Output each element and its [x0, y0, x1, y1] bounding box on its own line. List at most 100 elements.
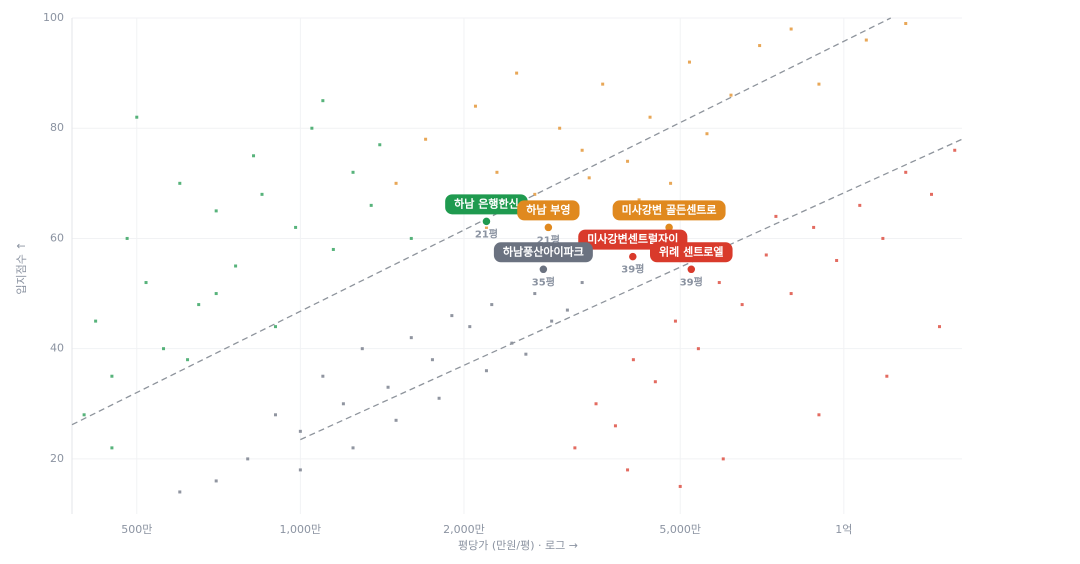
point — [484, 369, 488, 373]
point — [687, 60, 691, 64]
label-pill — [517, 200, 580, 221]
point — [835, 258, 839, 262]
label-pill — [493, 242, 593, 263]
point — [430, 358, 434, 362]
point — [360, 347, 364, 351]
point — [515, 71, 519, 75]
point — [394, 181, 398, 185]
point — [386, 385, 390, 389]
highlight-label: 하남풍산아이파크 — [493, 242, 593, 263]
y-tick-label: 60 — [50, 231, 64, 244]
label-pill — [445, 194, 528, 215]
point — [758, 44, 762, 48]
point — [260, 192, 264, 196]
point — [94, 319, 98, 323]
point — [321, 374, 325, 378]
point — [930, 192, 934, 196]
point — [214, 209, 218, 213]
point — [533, 192, 537, 196]
point — [321, 99, 325, 103]
point — [424, 137, 428, 141]
label-text: 미사강변센트럴자이 — [587, 232, 678, 246]
point — [648, 115, 652, 119]
size-label: 39평 — [680, 275, 703, 288]
point — [331, 247, 335, 251]
point — [252, 154, 256, 158]
highlight-point — [538, 264, 549, 275]
point — [705, 132, 709, 136]
point — [135, 115, 139, 119]
point — [162, 347, 166, 351]
y-tick-label: 20 — [50, 452, 64, 465]
point — [673, 319, 677, 323]
highlight-label: 위례 센트로엘 — [650, 242, 733, 263]
highlight-point — [686, 264, 697, 275]
y-axis-label: 입지점수 ↑ — [15, 241, 28, 294]
point — [409, 336, 413, 340]
point — [637, 198, 641, 202]
point — [580, 281, 584, 285]
point — [631, 358, 635, 362]
point — [904, 170, 908, 174]
point — [490, 303, 494, 307]
point — [789, 27, 793, 31]
point — [594, 402, 598, 406]
point — [721, 457, 725, 461]
point — [214, 292, 218, 296]
x-tick-label: 1,000만 — [280, 523, 322, 536]
x-tick-label: 5,000만 — [659, 523, 701, 536]
x-tick-label: 1억 — [835, 523, 852, 536]
highlight-point — [481, 216, 492, 227]
point — [214, 479, 218, 483]
y-tick-label: 40 — [50, 342, 64, 355]
point — [468, 325, 472, 329]
x-tick-label: 500만 — [121, 523, 152, 536]
size-label: 35평 — [532, 275, 555, 288]
point — [626, 159, 630, 163]
point — [774, 214, 778, 218]
point — [524, 352, 528, 356]
highlight-point — [543, 222, 554, 233]
point — [858, 203, 862, 207]
y-tick-label: 100 — [43, 11, 64, 24]
point — [885, 374, 889, 378]
point — [789, 292, 793, 296]
point — [110, 374, 114, 378]
point — [186, 358, 190, 362]
point — [696, 347, 700, 351]
point — [273, 325, 277, 329]
point — [437, 396, 441, 400]
point — [495, 170, 499, 174]
point — [669, 181, 673, 185]
point — [812, 225, 816, 229]
highlight-label: 하남 은행한신 — [445, 194, 528, 215]
point — [178, 490, 182, 494]
label-text: 미사강변 골든센트로 — [622, 202, 717, 216]
point — [484, 225, 488, 229]
point — [587, 176, 591, 180]
point — [558, 126, 562, 130]
highlight-label: 하남 부영 — [517, 200, 580, 221]
point — [729, 93, 733, 97]
point — [351, 170, 355, 174]
point — [678, 484, 682, 488]
size-label: 39평 — [621, 263, 644, 276]
point — [613, 424, 617, 428]
point — [953, 148, 957, 152]
point — [125, 236, 129, 240]
reference-line — [71, 17, 892, 426]
point — [864, 38, 868, 42]
point — [573, 446, 577, 450]
point — [817, 82, 821, 86]
point — [881, 236, 885, 240]
point — [110, 446, 114, 450]
point — [565, 308, 569, 312]
point — [369, 203, 373, 207]
point — [626, 468, 630, 472]
point — [273, 413, 277, 417]
point — [234, 264, 238, 268]
point — [817, 413, 821, 417]
point — [904, 22, 908, 26]
point — [294, 225, 298, 229]
point — [178, 181, 182, 185]
